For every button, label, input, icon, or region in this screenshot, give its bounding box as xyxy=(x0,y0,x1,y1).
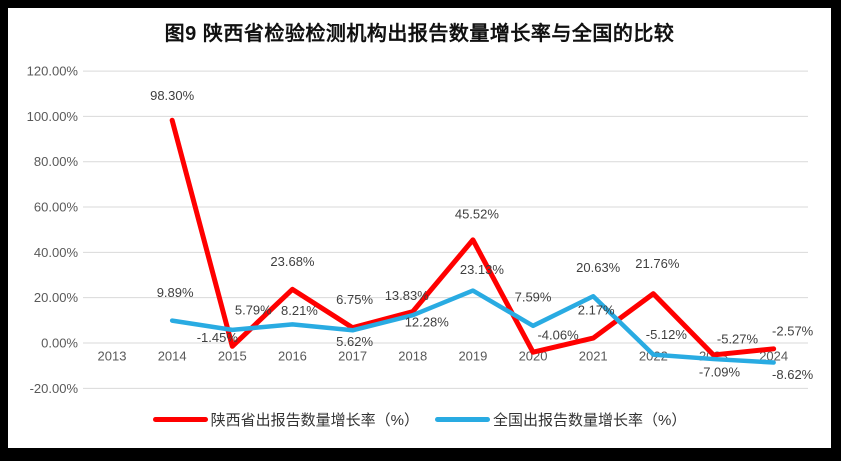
y-axis-tick-label: 120.00% xyxy=(27,64,79,79)
national-data-label: 23.13% xyxy=(460,262,505,277)
legend-swatch-national-line xyxy=(435,417,490,422)
shaanxi-data-label: -4.06% xyxy=(537,328,579,343)
y-axis-tick-label: 40.00% xyxy=(34,245,79,260)
legend-label-national: 全国出报告数量增长率（%） xyxy=(493,412,687,429)
shaanxi-data-label: 6.75% xyxy=(336,292,373,307)
shaanxi-data-label: -1.45% xyxy=(197,330,239,345)
y-axis-tick-label: 20.00% xyxy=(34,290,79,305)
y-axis-tick-label: 0.00% xyxy=(41,336,78,351)
legend-label-shaanxi: 陕西省出报告数量增长率（%） xyxy=(210,412,419,429)
shaanxi-data-label: 2.17% xyxy=(578,303,615,318)
x-axis-label: 2013 xyxy=(98,349,127,364)
legend-item-national: 全国出报告数量增长率（%） xyxy=(435,409,686,430)
shaanxi-data-label: -5.27% xyxy=(717,331,759,346)
shaanxi-data-label: 21.76% xyxy=(635,256,680,271)
shaanxi-line xyxy=(169,117,777,358)
y-axis-tick-label: -20.00% xyxy=(30,381,79,396)
national-data-label: 9.89% xyxy=(157,285,194,300)
x-axis-label: 2018 xyxy=(398,349,427,364)
shaanxi-data-label: 13.83% xyxy=(385,288,430,303)
shaanxi-data-label: 45.52% xyxy=(455,206,500,221)
x-axis-label: 2016 xyxy=(278,349,307,364)
national-data-label: -7.09% xyxy=(699,365,741,380)
chart-legend: 陕西省出报告数量增长率（%） 全国出报告数量增长率（%） xyxy=(8,409,831,430)
chart-svg: 120.00% 100.00% 80.00% 60.00% 40.00% 20.00% 0.… xyxy=(27,64,814,396)
chart-panel: 图9 陕西省检验检测机构出报告数量增长率与全国的比较 120.00% 100.00… xyxy=(8,8,831,448)
national-line xyxy=(169,288,776,365)
legend-swatch-shaanxi-line xyxy=(152,417,208,422)
shaanxi-data-label: 98.30% xyxy=(150,88,195,103)
national-data-label: -5.12% xyxy=(646,327,688,342)
national-data-label: 5.62% xyxy=(336,334,373,349)
x-axis-label: 2015 xyxy=(218,349,247,364)
x-axis-label: 2017 xyxy=(338,349,367,364)
x-axis-label: 2024 xyxy=(759,349,788,364)
national-data-label: 12.28% xyxy=(405,315,450,330)
x-axis-label: 2019 xyxy=(458,349,487,364)
legend-item-shaanxi: 陕西省出报告数量增长率（%） xyxy=(152,409,419,430)
national-data-label: 5.79% xyxy=(235,302,272,317)
chart-title: 图9 陕西省检验检测机构出报告数量增长率与全国的比较 xyxy=(164,23,675,45)
y-axis-tick-label: 100.00% xyxy=(27,109,79,124)
y-axis-tick-label: 80.00% xyxy=(34,154,79,169)
x-axis-label: 2014 xyxy=(158,349,187,364)
shaanxi-data-label: -2.57% xyxy=(772,323,814,338)
national-data-label: 7.59% xyxy=(515,289,552,304)
national-data-label: 20.63% xyxy=(576,260,621,275)
shaanxi-data-label: 23.68% xyxy=(270,254,315,269)
x-axis-label: 2021 xyxy=(579,349,608,364)
national-data-label: -8.62% xyxy=(772,367,814,382)
national-data-label: 8.21% xyxy=(281,303,318,318)
y-axis-tick-label: 60.00% xyxy=(34,200,79,215)
